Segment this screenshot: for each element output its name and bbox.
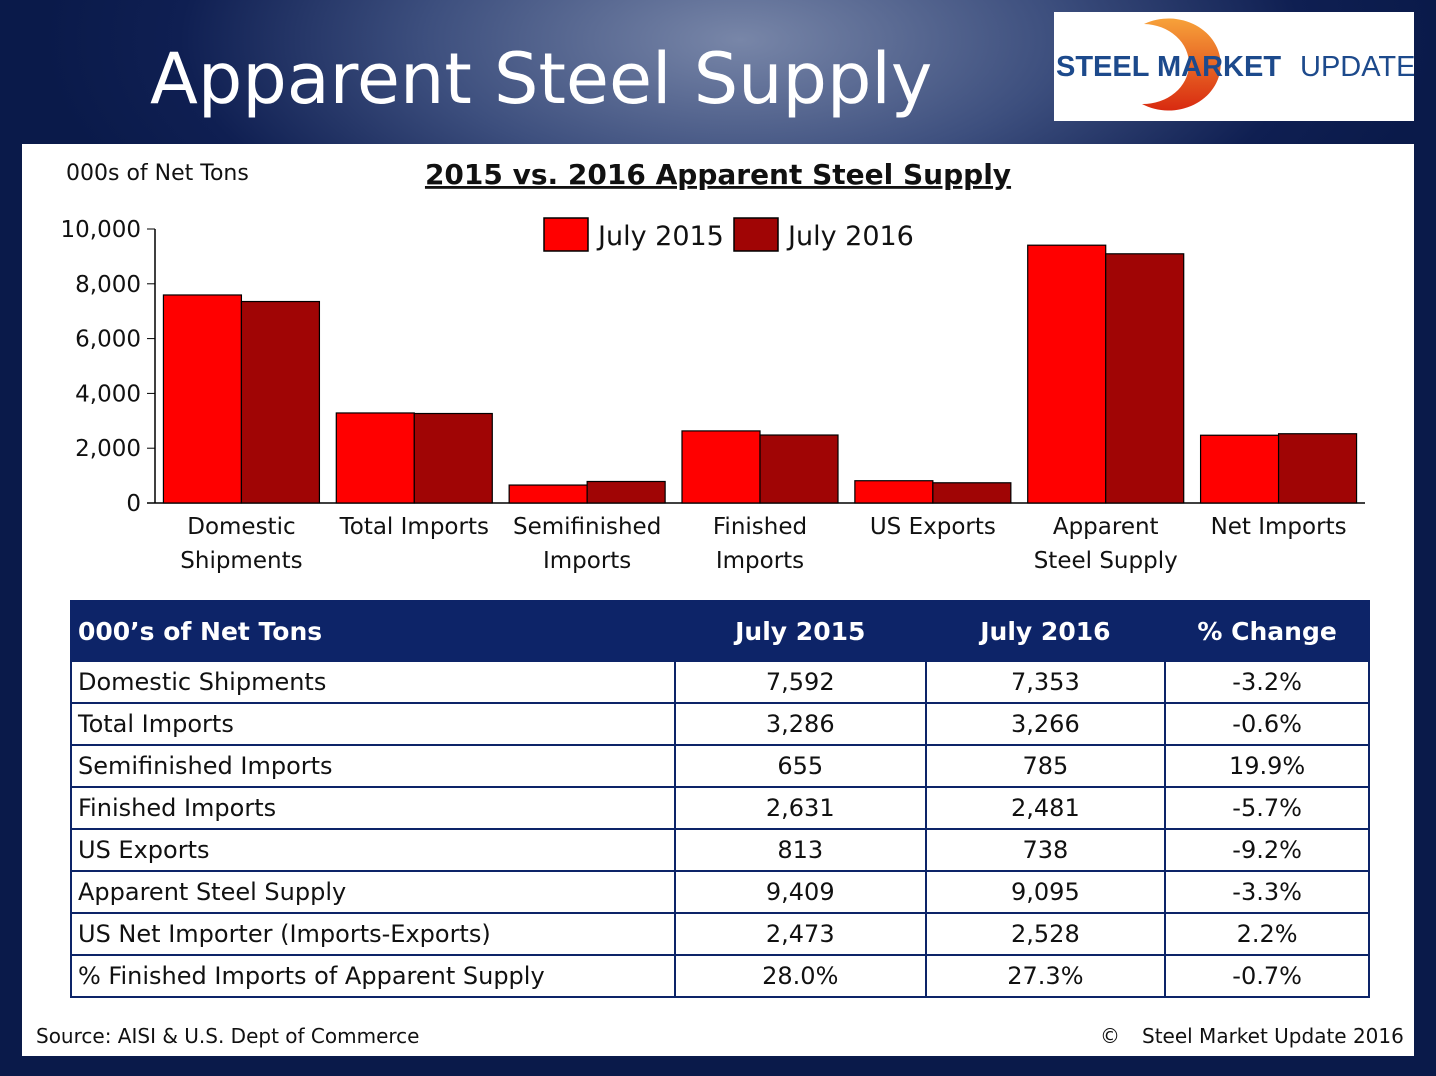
data-table: 000’s of Net Tons July 2015 July 2016% Cha… [70,600,1370,998]
table-cell: 2,473 [673,912,927,956]
steel-market-update-logo: STEEL MARKET UPDATE [1054,12,1414,121]
bar-july-2016 [932,482,1012,504]
table-cell: 9,095 [924,870,1167,914]
x-tick-label: Semifinished [513,514,661,540]
table-cell: Finished Imports [70,786,676,830]
chart-title: 2015 vs. 2016 Apparent Steel Supply [425,158,1011,191]
table-cell: 7,353 [924,660,1167,704]
y-tick-label: 0 [126,491,141,517]
bar-july-2016 [1277,433,1358,504]
table-cell: Domestic Shipments [70,660,676,704]
table-cell: % Finished Imports of Apparent Supply [70,954,676,998]
y-tick-label: 8,000 [75,272,141,298]
bar-july-2015 [508,484,588,504]
copyright-note: Steel Market Update 2016 [1142,1024,1404,1048]
column-header: July 2016 [924,600,1167,662]
table-row: Domestic Shipments 7,592 7,353 -3.2% [70,660,1370,704]
x-tick-label: US Exports [870,514,996,540]
y-tick-label: 2,000 [75,436,141,462]
table-cell: Apparent Steel Supply [70,870,676,914]
svg-text:UPDATE: UPDATE [1300,51,1414,83]
table-row: % Finished Imports of Apparent Supply 28.… [70,954,1370,998]
table-cell: -9.2% [1164,828,1370,872]
table-row: Total Imports 3,286 3,266 -0.6% [70,702,1370,746]
source-note: Source: AISI & U.S. Dept of Commerce [36,1024,420,1048]
table-cell: 7,592 [673,660,927,704]
table-cell: US Exports [70,828,676,872]
table-cell: 655 [673,744,927,788]
table-cell: 785 [924,744,1167,788]
bar-july-2016 [759,434,839,504]
y-tick-label: 6,000 [75,327,141,353]
column-header: July 2015 [673,600,927,662]
x-tick-label: Shipments [180,548,302,574]
legend-label: July 2016 [786,221,914,252]
legend-swatch [543,217,589,252]
table-cell: -5.7% [1164,786,1370,830]
table-cell: 9,409 [673,870,927,914]
y-tick-label: 10,000 [61,217,141,243]
bar-july-2015 [854,480,934,504]
table-cell: 2,481 [924,786,1167,830]
table-cell: 2,631 [673,786,927,830]
bar-july-2015 [162,294,243,504]
copyright-icon: © [1100,1024,1120,1048]
table-cell: -3.2% [1164,660,1370,704]
x-tick-label: Net Imports [1211,514,1347,540]
table-cell: Semifinished Imports [70,744,676,788]
bar-july-2016 [413,412,493,504]
y-axis-label: 000s of Net Tons [66,161,249,186]
table-cell: -0.6% [1164,702,1370,746]
table-cell: 28.0% [673,954,927,998]
bar-july-2015 [1199,434,1280,504]
table-row: US Net Importer (Imports-Exports) 2,473 2,… [70,912,1370,956]
table-row: US Exports 813 738 -9.2% [70,828,1370,872]
table-row: Finished Imports 2,631 2,481 -5.7% [70,786,1370,830]
bar-july-2016 [1105,253,1185,504]
table-cell: 738 [924,828,1167,872]
x-tick-label: Imports [543,548,631,574]
bar-july-2015 [335,412,415,504]
bar-july-2015 [681,430,761,504]
x-tick-label: Finished [713,514,807,540]
x-tick-label: Apparent [1053,514,1159,540]
table-cell: 3,266 [924,702,1167,746]
bar-chart: 000s of Net Tons 2015 vs. 2016 Apparent … [61,158,1365,574]
bar-july-2016 [240,300,321,504]
column-header: % Change [1164,600,1370,662]
table-cell: 813 [673,828,927,872]
x-tick-label: Total Imports [339,514,489,540]
table-cell: -0.7% [1164,954,1370,998]
x-tick-label: Steel Supply [1034,548,1178,574]
table-cell: 27.3% [924,954,1167,998]
table-cell: 2.2% [1164,912,1370,956]
table-row: Apparent Steel Supply 9,409 9,095 -3.3% [70,870,1370,914]
bar-july-2016 [586,480,666,504]
table-cell: 19.9% [1164,744,1370,788]
x-tick-label: Imports [716,548,804,574]
legend-label: July 2015 [596,221,724,252]
table-cell: US Net Importer (Imports-Exports) [70,912,676,956]
table-cell: 2,528 [924,912,1167,956]
table-cell: 3,286 [673,702,927,746]
column-header: 000’s of Net Tons [70,600,676,662]
bar-july-2015 [1027,244,1107,504]
page-title: Apparent Steel Supply [150,38,933,120]
x-tick-label: Domestic [187,514,295,540]
content-panel: 000s of Net Tons 2015 vs. 2016 Apparent … [22,144,1414,1056]
table-cell: -3.3% [1164,870,1370,914]
svg-text:STEEL MARKET: STEEL MARKET [1056,51,1281,83]
legend-swatch [733,217,779,252]
table-row: Semifinished Imports 655 785 19.9% [70,744,1370,788]
y-tick-label: 4,000 [75,381,141,407]
table-cell: Total Imports [70,702,676,746]
